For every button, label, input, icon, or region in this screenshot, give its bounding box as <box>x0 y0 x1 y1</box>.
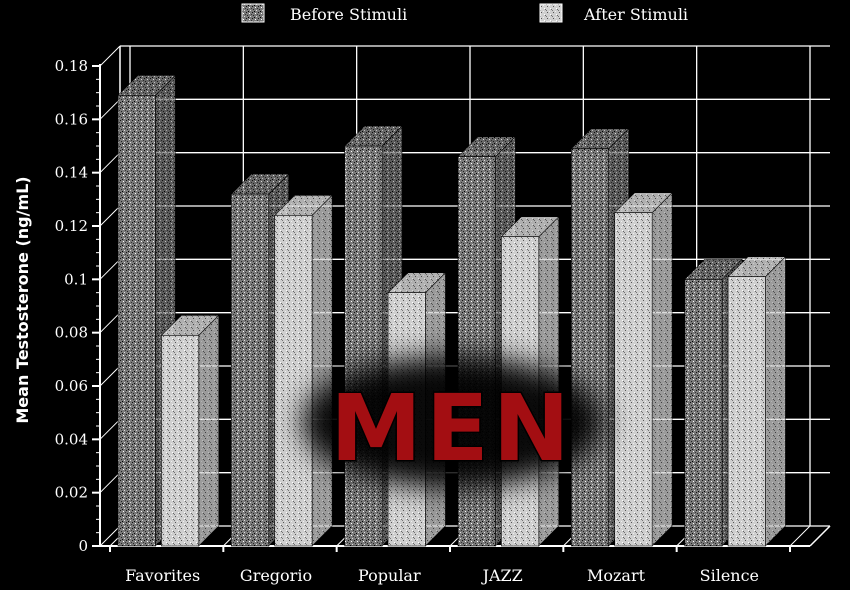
legend-swatch-before <box>241 3 265 23</box>
x-category-label: Mozart <box>587 566 646 585</box>
x-category-label: JAZZ <box>481 566 523 585</box>
y-tick-label: 0.12 <box>55 217 88 235</box>
gridline-side <box>99 45 121 67</box>
y-tick-labels: 0 0.02 0.04 0.06 0.08 0.1 0.12 0.14 0.16 0.18 <box>55 57 88 555</box>
x-category-label: Favorites <box>125 566 200 585</box>
y-tick-label: 0.14 <box>55 164 88 182</box>
bar-after-stimuli <box>160 314 220 547</box>
legend-label-before: Before Stimuli <box>290 5 407 24</box>
x-category-label: Silence <box>700 566 759 585</box>
x-tick-labels: Favorites Gregorio Popular JAZZ Mozart Silenc… <box>125 566 759 585</box>
y-tick-label: 0.1 <box>64 270 88 288</box>
gridline-side <box>99 472 121 494</box>
gridline-side <box>99 418 121 440</box>
gridline-side <box>99 525 121 547</box>
overlay-banner: MEN <box>302 356 602 488</box>
gridline-side <box>99 365 121 387</box>
y-tick-label: 0.18 <box>55 57 88 75</box>
y-tick-label: 0.04 <box>55 430 88 448</box>
x-category-label: Gregorio <box>240 566 312 585</box>
gridline-side <box>99 258 121 280</box>
gridline-side <box>99 98 121 120</box>
gridline-side <box>99 152 121 174</box>
y-axis-label: Mean Testosterone (ng/mL) <box>13 176 32 423</box>
legend-swatch-after <box>539 3 563 23</box>
y-tick-label: 0.02 <box>55 484 88 502</box>
legend-label-after: After Stimuli <box>583 5 688 24</box>
overlay-text: MEN <box>330 375 573 482</box>
legend: Before Stimuli After Stimuli <box>241 3 688 24</box>
gridline-side <box>99 312 121 334</box>
y-tick-label: 0.08 <box>55 324 88 342</box>
bar-after-stimuli <box>614 191 673 547</box>
floor-line <box>789 525 811 547</box>
floor-edge <box>809 525 831 547</box>
y-tick-label: 0 <box>78 537 88 555</box>
bar-after-stimuli <box>727 255 787 547</box>
y-tick-label: 0.16 <box>55 110 88 128</box>
y-tick-label: 0.06 <box>55 377 88 395</box>
bar-after-stimuli <box>274 194 333 547</box>
x-category-label: Popular <box>358 566 421 585</box>
gridline-side <box>99 205 121 227</box>
overlay-glow <box>302 356 602 488</box>
